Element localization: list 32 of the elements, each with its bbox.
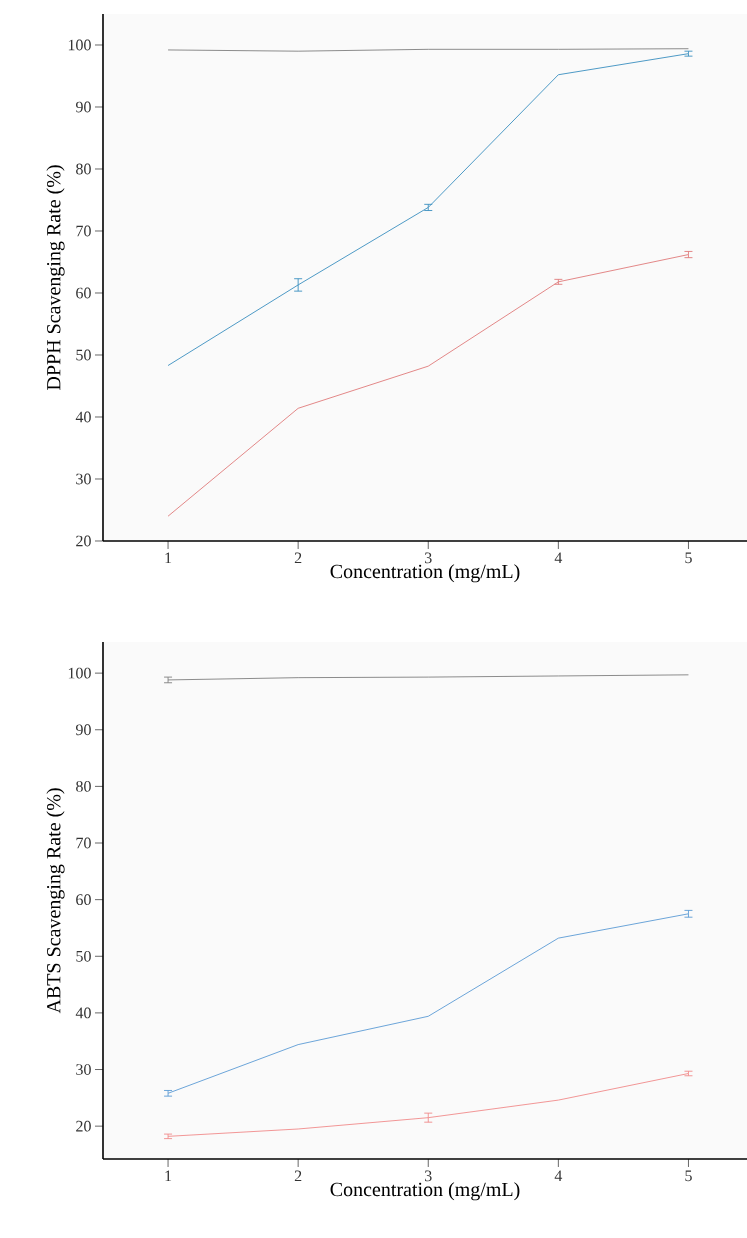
x-tick-label: 5: [685, 1170, 692, 1182]
y-tick-label: 80: [76, 781, 91, 792]
x-tick-label: 5: [685, 552, 692, 564]
y-tick-label: 50: [76, 950, 91, 962]
x-axis-title: Concentration (mg/mL): [330, 1182, 520, 1201]
x-tick-label: 4: [554, 1170, 563, 1182]
x-tick-label: 2: [294, 1170, 302, 1182]
y-tick-label: 70: [76, 225, 91, 237]
x-tick-label: 4: [554, 552, 563, 564]
y-tick-label: 100: [68, 667, 91, 679]
y-tick-label: 20: [76, 1120, 91, 1132]
y-tick-label: 100: [68, 39, 91, 51]
x-tick-label: 1: [165, 1170, 172, 1182]
y-tick-label: 90: [75, 724, 91, 736]
x-tick-label: 3: [425, 1170, 432, 1182]
y-tick-label: 80: [76, 163, 91, 175]
y-tick-label: 30: [76, 473, 91, 485]
x-tick-label: 2: [294, 552, 302, 564]
y-tick-label: 20: [76, 535, 91, 547]
y-tick-label: 50: [76, 349, 91, 361]
y-tick-label: 30: [76, 1064, 91, 1075]
y-tick-label: 40: [75, 1007, 91, 1019]
y-tick-label: 70: [76, 837, 91, 849]
y-axis-title: DPPH Scavenging Rate (%): [46, 165, 65, 390]
y-tick-label: 90: [75, 101, 91, 113]
x-tick-label: 1: [165, 552, 172, 564]
y-tick-label: 60: [76, 894, 91, 906]
y-tick-label: 40: [75, 411, 91, 423]
y-axis-title: ABTS Scavenging Rate (%): [46, 788, 65, 1014]
x-tick-label: 3: [425, 552, 432, 564]
x-axis-title: Concentration (mg/mL): [330, 564, 520, 583]
y-tick-label: 60: [76, 287, 91, 299]
